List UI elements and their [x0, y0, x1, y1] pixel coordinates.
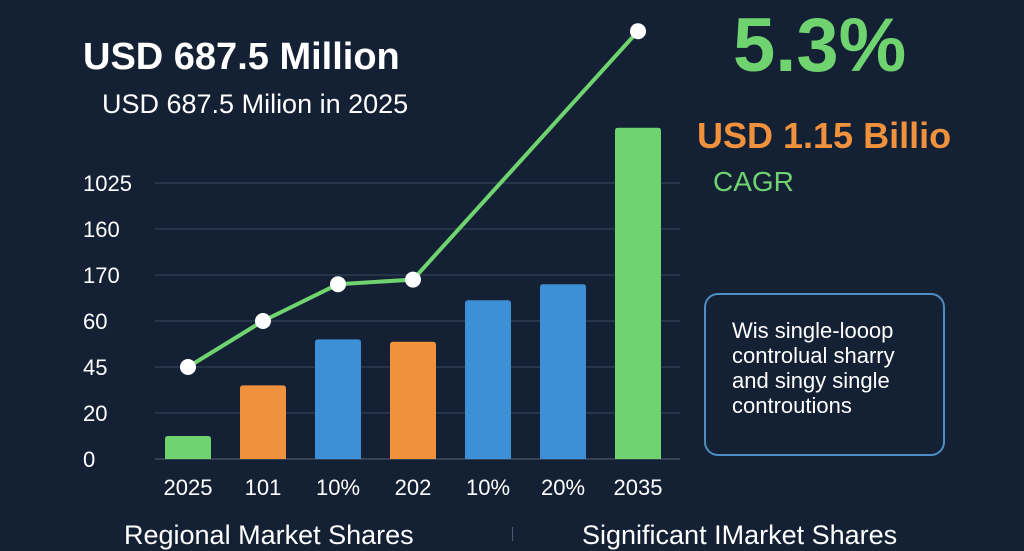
line-point [405, 271, 421, 288]
headline: USD 687.5 Million [83, 36, 400, 78]
x-tick-label: 202 [395, 475, 432, 500]
line-point [180, 359, 196, 375]
bar-series [165, 127, 661, 460]
line-point [330, 276, 346, 293]
x-tick-label: 101 [245, 475, 282, 500]
y-tick-label: 160 [83, 217, 120, 242]
y-tick-label: 45 [83, 355, 107, 380]
cagr-label: CAGR [713, 166, 794, 197]
footer-right-label: Significant IMarket Shares [582, 520, 898, 550]
y-tick-label: 1025 [83, 171, 132, 196]
bar [465, 300, 511, 459]
cagr-value: 5.3% [733, 3, 907, 88]
y-axis-tick-labels: 0 20 45 60 170 160 1025 [83, 171, 132, 472]
note-line: Wis single-looop [732, 318, 894, 343]
note-line: controlual sharry [732, 343, 895, 368]
note-line: controutions [732, 393, 852, 418]
line-point [630, 23, 646, 40]
bar [615, 127, 661, 460]
bar [165, 436, 211, 459]
x-tick-label: 10% [316, 475, 360, 500]
y-tick-label: 170 [83, 263, 120, 288]
subheadline: USD 687.5 Milion in 2025 [102, 89, 409, 119]
footer-left-label: Regional Market Shares [124, 520, 414, 550]
bar [540, 284, 586, 459]
bar [240, 385, 286, 459]
line-series [180, 23, 646, 375]
note-line: and singy single [732, 368, 890, 393]
y-tick-label: 0 [83, 447, 95, 472]
line-point [255, 313, 271, 329]
y-tick-label: 20 [83, 401, 107, 426]
x-axis-tick-labels: 2025 101 10% 202 10% 20% 2035 [164, 475, 663, 500]
footer-separator [512, 527, 513, 541]
bar [315, 339, 361, 459]
x-tick-label: 2025 [164, 475, 213, 500]
note-box: Wis single-looop controlual sharry and s… [704, 293, 945, 456]
x-tick-label: 20% [541, 475, 585, 500]
x-tick-label: 2035 [614, 475, 663, 500]
bar [390, 341, 436, 459]
forecast-value: USD 1.15 Billio [697, 115, 952, 156]
y-tick-label: 60 [83, 309, 107, 334]
x-tick-label: 10% [466, 475, 510, 500]
